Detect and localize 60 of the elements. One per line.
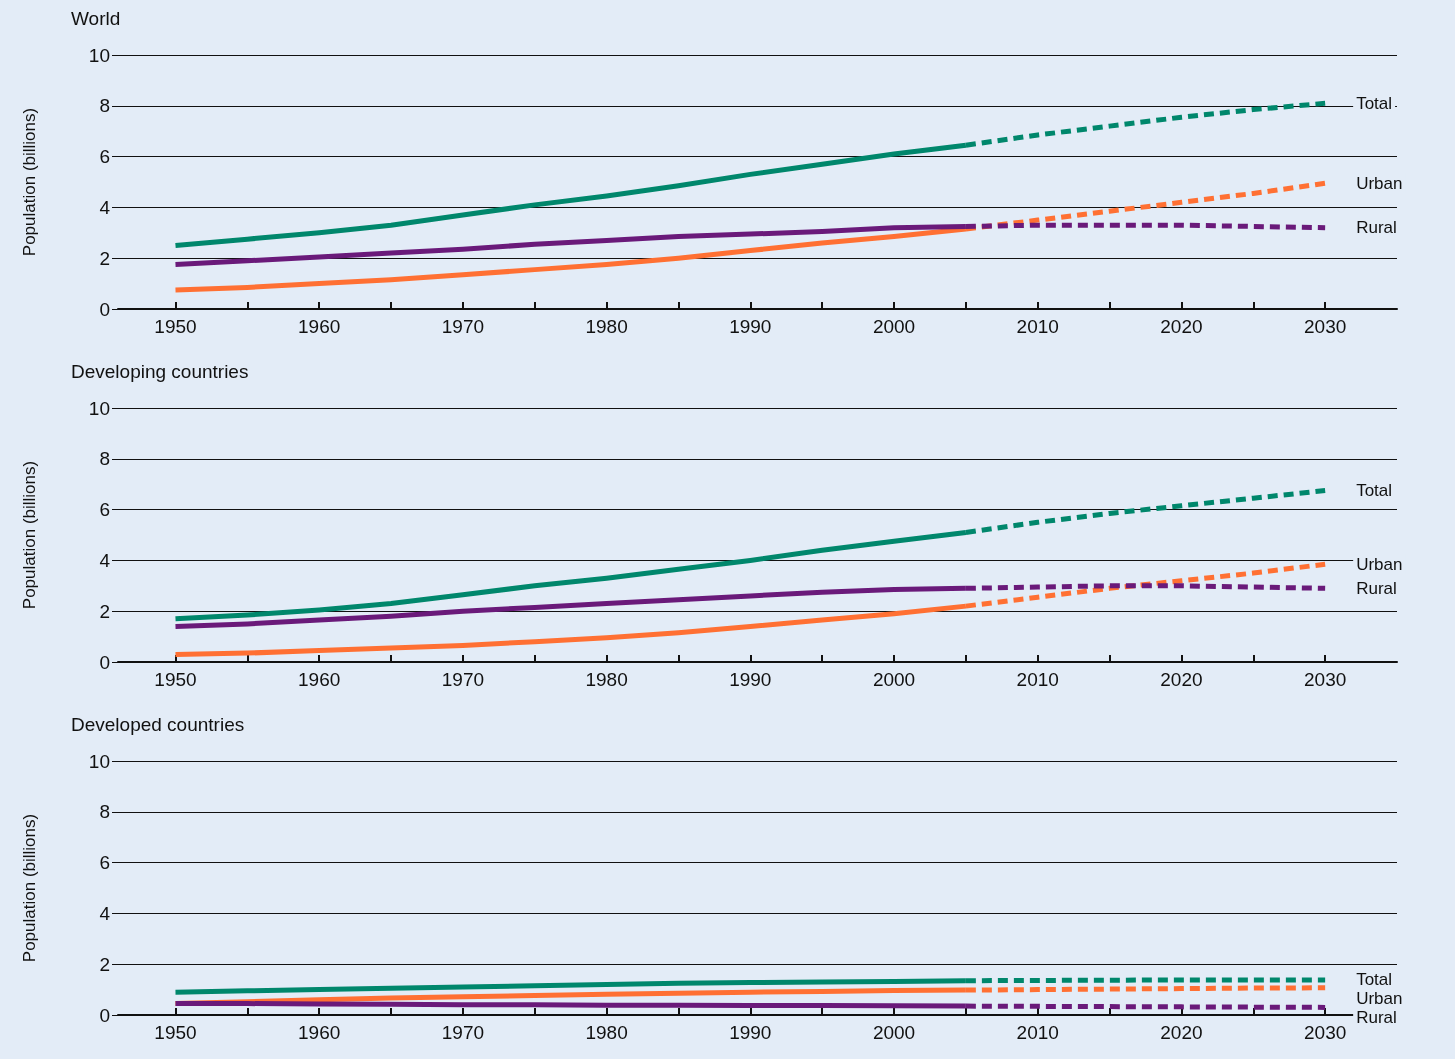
- y-tick-label: 4: [99, 196, 111, 218]
- chart-title: World: [71, 8, 121, 29]
- x-tick-label: 2030: [1304, 316, 1347, 337]
- x-tick-label: 2030: [1304, 669, 1347, 690]
- chart-title: Developing countries: [71, 361, 249, 382]
- y-tick-label: 10: [88, 750, 110, 772]
- y-tick-label: 8: [99, 95, 110, 117]
- x-tick-label: 2020: [1160, 1022, 1203, 1043]
- y-tick-label: 6: [99, 852, 110, 874]
- y-tick-label: 0: [99, 298, 110, 320]
- y-tick-label: 4: [99, 902, 111, 924]
- y-tick-label: 6: [99, 146, 110, 168]
- x-tick-label: 2010: [1016, 669, 1059, 690]
- series-label: Urban: [1356, 554, 1403, 574]
- y-tick-label: 8: [99, 448, 110, 470]
- y-tick-label: 2: [99, 600, 110, 622]
- x-tick-label: 1980: [585, 1022, 628, 1043]
- series-label: Rural: [1356, 1008, 1397, 1028]
- series-label: Urban: [1356, 989, 1403, 1009]
- x-tick-label: 2020: [1160, 669, 1203, 690]
- y-axis-title: Population (billions): [20, 107, 39, 257]
- x-tick-label: 1970: [441, 1022, 485, 1043]
- series-label: Rural: [1356, 578, 1397, 598]
- series-label: Total: [1356, 970, 1393, 990]
- x-tick-label: 2010: [1016, 316, 1059, 337]
- y-tick-label: 10: [88, 44, 110, 66]
- x-tick-label: 1990: [729, 1022, 772, 1043]
- x-tick-label: 1950: [154, 669, 197, 690]
- x-tick-label: 1970: [441, 316, 485, 337]
- x-tick-label: 2030: [1304, 1022, 1347, 1043]
- x-tick-label: 2010: [1016, 1022, 1059, 1043]
- x-tick-label: 1990: [729, 669, 772, 690]
- y-tick-label: 2: [99, 953, 110, 975]
- x-tick-label: 1960: [298, 1022, 341, 1043]
- x-tick-label: 1990: [729, 316, 772, 337]
- x-tick-label: 1960: [298, 316, 341, 337]
- x-tick-label: 1970: [441, 669, 485, 690]
- y-axis-title: Population (billions): [20, 813, 39, 963]
- y-tick-label: 0: [99, 651, 110, 673]
- x-tick-label: 2000: [872, 1022, 916, 1043]
- x-tick-label: 2000: [872, 316, 916, 337]
- x-tick-label: 1980: [585, 669, 628, 690]
- y-tick-label: 4: [99, 549, 111, 571]
- series-label: Total: [1356, 481, 1393, 501]
- x-tick-label: 2020: [1160, 316, 1203, 337]
- x-tick-label: 1960: [298, 669, 341, 690]
- y-tick-label: 2: [99, 247, 110, 269]
- y-tick-label: 0: [99, 1004, 110, 1026]
- y-axis-title: Population (billions): [20, 460, 39, 610]
- x-tick-label: 1950: [154, 316, 197, 337]
- x-tick-label: 1950: [154, 1022, 197, 1043]
- series-label: Total: [1356, 93, 1393, 113]
- x-tick-label: 1980: [585, 316, 628, 337]
- y-tick-label: 10: [88, 397, 110, 419]
- chart-title: Developed countries: [71, 714, 245, 735]
- series-label: Urban: [1356, 173, 1403, 193]
- y-tick-label: 8: [99, 801, 110, 823]
- series-label: Rural: [1356, 218, 1397, 238]
- x-tick-label: 2000: [872, 669, 916, 690]
- y-tick-label: 6: [99, 499, 110, 521]
